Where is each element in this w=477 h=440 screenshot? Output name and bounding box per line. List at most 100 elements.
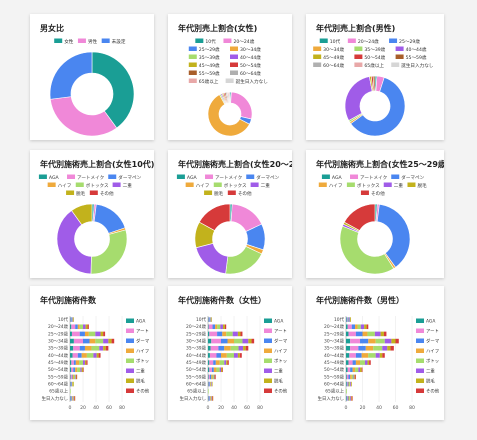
bar-segment [71, 317, 73, 322]
bar-segment [70, 396, 71, 401]
legend-swatch [230, 54, 238, 59]
legend-swatch [205, 174, 214, 179]
legend-label: 脱毛 [214, 190, 224, 197]
bar-segment [73, 396, 75, 401]
bar-segment [355, 360, 361, 365]
legend-label: 脱毛 [426, 378, 435, 385]
bar-segment [96, 353, 99, 358]
bar-segment [222, 367, 223, 373]
legend-label: 50〜54歳 [364, 54, 385, 61]
legend-label: ダーマペン [256, 174, 279, 181]
y-tick-label: 20〜24歳 [324, 323, 345, 330]
bar-segment [70, 388, 71, 394]
bar-segment [215, 374, 216, 380]
bar-segment [214, 374, 216, 380]
bar-segment [364, 324, 367, 330]
bar-segment [111, 338, 115, 344]
legend-swatch [416, 388, 424, 393]
legend-swatch [230, 62, 238, 67]
legend-swatch [185, 182, 194, 187]
bar-segment [75, 324, 78, 330]
legend-label: 脱毛 [417, 182, 427, 189]
bar-segment [70, 396, 72, 401]
bar-segment [347, 324, 352, 330]
bar-segment [350, 396, 351, 401]
legend-label: ボトッ [274, 358, 287, 365]
bar-segment [350, 367, 353, 373]
y-tick-label: 30〜34歳 [186, 338, 207, 345]
legend-swatch [89, 190, 98, 195]
legend-label: 65歳以上 [199, 78, 219, 85]
bar-segment [77, 353, 82, 358]
legend-label: 10代 [205, 38, 216, 45]
bar-segment [351, 374, 354, 380]
bar-segment [88, 331, 96, 337]
bar-segment [209, 381, 211, 387]
x-tick-label: 60 [393, 405, 399, 411]
bar-segment [373, 345, 383, 351]
bar-segment [70, 317, 71, 322]
legend-label: アートメイク [360, 175, 387, 181]
legend-swatch [313, 62, 322, 67]
legend-label: ハイフ [136, 349, 149, 355]
bar-segment [350, 317, 351, 322]
bar-segment [95, 338, 104, 344]
legend-swatch [395, 54, 404, 59]
bar-segment [346, 381, 348, 387]
bar-segment [208, 345, 211, 351]
bar-segment [100, 331, 104, 337]
bar-segment [208, 381, 210, 387]
pie-slice [93, 203, 126, 234]
bar-segment [209, 374, 212, 380]
legend-swatch [250, 182, 259, 187]
x-tick-label: 0 [207, 405, 210, 411]
bar-segment [242, 338, 249, 344]
legend-label: 二重 [261, 182, 271, 189]
bar-segment [70, 338, 74, 344]
bar-segment [375, 353, 380, 358]
bar-segment [358, 345, 366, 351]
bar-segment [221, 367, 223, 373]
legend-swatch [391, 62, 400, 67]
legend-swatch [350, 174, 359, 179]
bar-segment [347, 381, 349, 387]
legend-label: 35〜39歳 [364, 46, 385, 53]
pie-slice [90, 229, 128, 275]
bar-segment [248, 338, 252, 344]
y-tick-label: 40〜44歳 [324, 352, 345, 359]
bar-segment [71, 324, 76, 330]
bar-segment [95, 331, 101, 337]
bar-segment [73, 396, 74, 401]
bar-segment [87, 324, 89, 330]
bar-segment [211, 381, 213, 387]
y-tick-label: 10代 [58, 316, 69, 323]
bar-segment [70, 381, 71, 387]
legend-swatch [101, 38, 110, 43]
legend-label: ダーマ [274, 338, 288, 345]
bar-segment [368, 338, 376, 344]
legend-swatch [391, 174, 400, 179]
bar-segment [86, 360, 88, 365]
x-tick-label: 40 [93, 405, 99, 411]
bar-segment [209, 396, 210, 401]
legend-label: 60〜64歳 [323, 62, 344, 69]
y-tick-label: 50〜54歳 [48, 366, 69, 373]
legend-swatch [227, 190, 236, 195]
legend-swatch [230, 46, 238, 51]
bar-segment [224, 324, 227, 330]
bar-segment [366, 324, 369, 330]
legend-swatch [354, 62, 363, 67]
bar-segment [211, 396, 213, 401]
bar-segment [73, 374, 76, 380]
bar-segment [234, 338, 243, 344]
bar-segment [212, 374, 214, 380]
bar-segment [83, 324, 86, 330]
bar-segment [209, 331, 218, 337]
bar-segment [374, 331, 381, 337]
bar-segment [208, 374, 209, 380]
pie-slice [198, 203, 231, 231]
legend-label: 二重 [123, 182, 133, 189]
card-title: 年代別施術件数（男性） [316, 296, 404, 305]
pie-slice [91, 51, 135, 129]
bar-segment [210, 317, 212, 322]
